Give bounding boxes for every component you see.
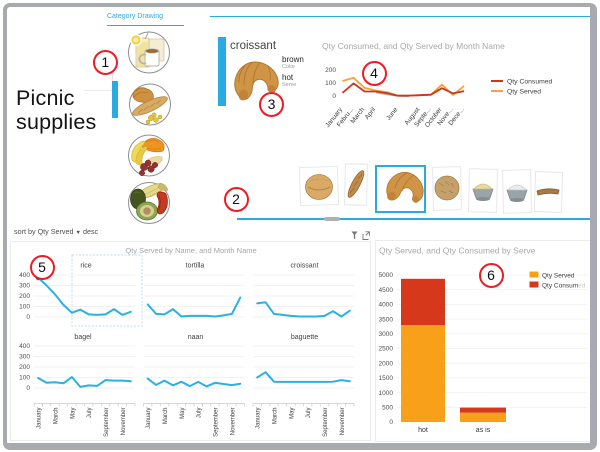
svg-text:Qty Served, and Qty Consumed b: Qty Served, and Qty Consumed by Serve: [379, 246, 536, 256]
svg-text:baguette: baguette: [291, 334, 318, 341]
svg-text:rice: rice: [80, 263, 91, 270]
svg-text:as is: as is: [476, 427, 491, 434]
svg-text:0: 0: [26, 385, 30, 392]
svg-text:September: September: [104, 408, 110, 437]
svg-text:Qty Consumed: Qty Consumed: [542, 282, 586, 289]
svg-text:300: 300: [19, 283, 30, 290]
svg-text:4500: 4500: [379, 287, 394, 294]
svg-text:September: September: [323, 408, 329, 437]
svg-text:0: 0: [389, 419, 393, 426]
svg-text:hot: hot: [418, 427, 428, 434]
svg-text:April: April: [364, 106, 378, 121]
svg-text:100: 100: [19, 304, 30, 311]
svg-text:4000: 4000: [379, 302, 394, 309]
svg-text:May: May: [70, 408, 76, 419]
svg-text:May: May: [289, 408, 295, 419]
svg-text:September: September: [213, 408, 219, 437]
svg-text:500: 500: [382, 405, 393, 412]
svg-text:3000: 3000: [379, 331, 394, 338]
svg-text:July: July: [306, 408, 312, 419]
svg-text:naan: naan: [188, 334, 204, 341]
svg-text:January: January: [146, 408, 152, 429]
svg-text:July: July: [87, 408, 93, 419]
svg-text:Qty Served by Name, and Month: Qty Served by Name, and Month Name: [125, 246, 256, 255]
svg-text:Qty Consumed: Qty Consumed: [507, 79, 553, 86]
svg-text:100: 100: [19, 375, 30, 382]
svg-text:Qty Served: Qty Served: [507, 89, 541, 96]
svg-text:March: March: [272, 408, 278, 425]
svg-text:5000: 5000: [379, 272, 394, 279]
svg-text:1500: 1500: [379, 375, 394, 382]
svg-text:croissant: croissant: [290, 263, 318, 270]
svg-text:200: 200: [19, 364, 30, 371]
svg-text:November: November: [121, 408, 127, 436]
svg-text:November: November: [340, 408, 346, 436]
svg-text:tortilla: tortilla: [186, 263, 205, 270]
svg-text:100: 100: [325, 80, 336, 87]
svg-text:November: November: [230, 408, 236, 436]
svg-text:300: 300: [19, 354, 30, 361]
svg-text:2000: 2000: [379, 360, 394, 367]
svg-text:0: 0: [26, 314, 30, 321]
svg-text:1000: 1000: [379, 390, 394, 397]
svg-text:400: 400: [19, 272, 30, 279]
svg-text:2500: 2500: [379, 346, 394, 353]
svg-text:200: 200: [325, 67, 336, 74]
svg-text:March: March: [163, 408, 169, 425]
svg-text:May: May: [180, 408, 186, 419]
svg-text:Qty Served: Qty Served: [542, 272, 575, 279]
svg-text:200: 200: [19, 293, 30, 300]
svg-text:January: January: [37, 408, 43, 429]
svg-text:400: 400: [19, 343, 30, 350]
svg-text:Qty Consumed, and Qty Served b: Qty Consumed, and Qty Served by Month Na…: [322, 41, 505, 51]
svg-text:January: January: [256, 408, 262, 429]
svg-text:June: June: [385, 106, 399, 122]
svg-text:March: March: [53, 408, 59, 425]
svg-text:July: July: [197, 408, 203, 419]
svg-text:bagel: bagel: [74, 334, 92, 341]
svg-text:0: 0: [332, 93, 336, 100]
svg-text:3500: 3500: [379, 316, 394, 323]
